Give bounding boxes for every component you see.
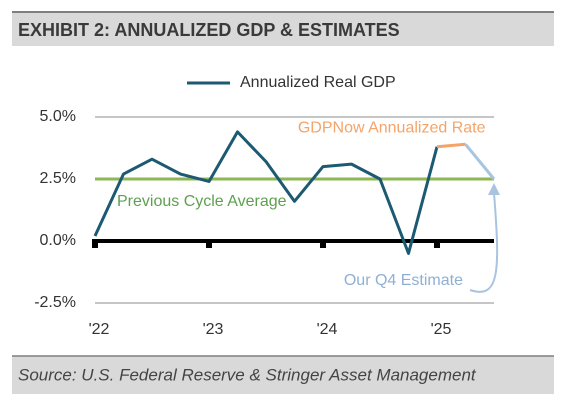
annotation-arrowhead [488,183,500,195]
x-tick-label: '25 [431,321,452,338]
reference-label: Previous Cycle Average [117,193,287,210]
title-bar [12,12,554,46]
series-line [93,130,439,255]
x-tick [434,241,440,248]
chart-title: EXHIBIT 2: ANNUALIZED GDP & ESTIMATES [18,20,400,40]
y-tick-label: -2.5% [34,294,76,311]
x-tick-label: '22 [89,321,110,338]
series-label: Our Q4 Estimate [344,272,463,289]
series-label: GDPNow Annualized Rate [298,119,486,136]
y-tick-label: 5.0% [40,108,76,125]
series-line [464,143,496,180]
x-tick-label: '24 [317,321,338,338]
y-tick-label: 0.0% [40,232,76,249]
annotation-arrow [469,192,499,293]
x-tick [206,241,212,248]
y-tick-label: 2.5% [40,170,76,187]
x-tick-label: '23 [203,321,224,338]
source-bar [12,356,554,394]
source: Source: U.S. Federal Reserve & Stringer … [18,365,477,384]
x-tick [92,241,98,248]
x-tick [320,241,326,248]
legend-label: Annualized Real GDP [240,74,396,91]
series-line [436,142,466,149]
